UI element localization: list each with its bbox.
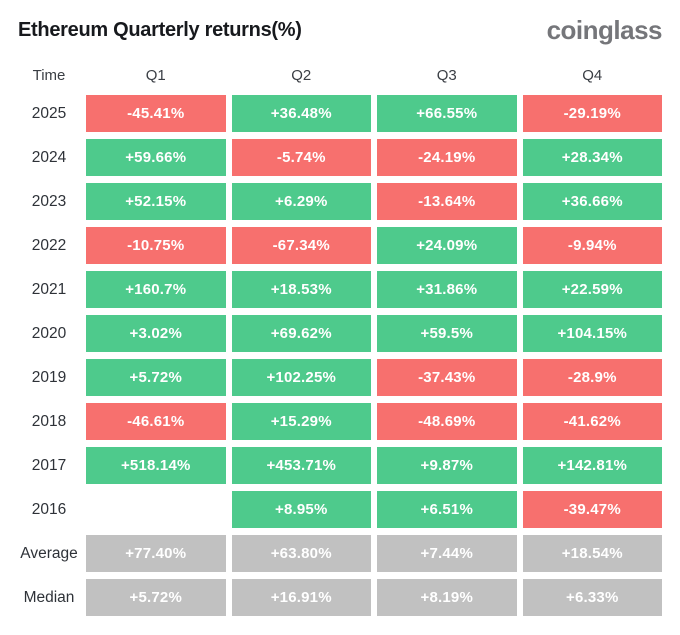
row-label-2023: 2023 [31,192,67,210]
row-label-average: Average [20,544,78,562]
row-label-2019: 2019 [31,368,67,386]
return-cell: +69.62% [231,315,371,352]
return-cell: -10.75% [86,227,226,264]
return-cell: -45.41% [86,95,226,132]
row-label-2024: 2024 [31,148,67,166]
row-label-median: Median [23,588,75,606]
return-cell: +6.29% [231,183,371,220]
return-cell-average: +63.80% [231,535,371,572]
return-cell: +66.55% [377,95,517,132]
return-cell-median: +8.19% [377,579,517,616]
return-cell: +104.15% [522,315,662,352]
return-cell-median: +5.72% [86,579,226,616]
return-cell: +59.5% [377,315,517,352]
column-header-time: Time [32,66,66,84]
return-cell: -29.19% [522,95,662,132]
row-label-2022: 2022 [31,236,67,254]
return-cell: +22.59% [522,271,662,308]
row-label-2018: 2018 [31,412,67,430]
return-cell: +36.66% [522,183,662,220]
return-cell-average: +77.40% [86,535,226,572]
return-cell: +59.66% [86,139,226,176]
return-cell: +5.72% [86,359,226,396]
return-cell-average: +7.44% [377,535,517,572]
return-cell-median: +6.33% [522,579,662,616]
return-cell: -39.47% [522,491,662,528]
return-cell: +28.34% [522,139,662,176]
return-cell: +36.48% [231,95,371,132]
chart-card: Ethereum Quarterly returns(%) coinglass … [18,10,663,616]
return-cell: -37.43% [377,359,517,396]
return-cell-median: +16.91% [231,579,371,616]
return-cell [86,491,226,528]
row-label-2016: 2016 [31,500,67,518]
column-header-q4: Q4 [582,66,603,84]
return-cell-average: +18.54% [522,535,662,572]
return-cell: +142.81% [522,447,662,484]
column-header-q1: Q1 [145,66,166,84]
return-cell: -67.34% [231,227,371,264]
return-cell: -13.64% [377,183,517,220]
return-cell: +160.7% [86,271,226,308]
return-cell: -48.69% [377,403,517,440]
return-cell: +15.29% [231,403,371,440]
return-cell: +18.53% [231,271,371,308]
column-header-q3: Q3 [436,66,457,84]
return-cell: +24.09% [377,227,517,264]
column-header-q2: Q2 [291,66,312,84]
return-cell: +6.51% [377,491,517,528]
return-cell: +31.86% [377,271,517,308]
row-label-2017: 2017 [31,456,67,474]
return-cell: -5.74% [231,139,371,176]
page-title: Ethereum Quarterly returns(%) [18,18,302,41]
returns-table: Time Q1 Q2 Q3 Q4 2025 -45.41% +36.48% +6… [18,62,662,616]
return-cell: -9.94% [522,227,662,264]
return-cell: +3.02% [86,315,226,352]
return-cell: +453.71% [231,447,371,484]
return-cell: -28.9% [522,359,662,396]
row-label-2025: 2025 [31,104,67,122]
return-cell: -41.62% [522,403,662,440]
row-label-2020: 2020 [31,324,67,342]
return-cell: +102.25% [231,359,371,396]
return-cell: +52.15% [86,183,226,220]
return-cell: +9.87% [377,447,517,484]
coinglass-logo: coinglass [546,14,663,45]
row-label-2021: 2021 [31,280,67,298]
return-cell: +518.14% [86,447,226,484]
return-cell: +8.95% [231,491,371,528]
return-cell: -46.61% [86,403,226,440]
header-bar: Ethereum Quarterly returns(%) coinglass [18,10,663,50]
return-cell: -24.19% [377,139,517,176]
